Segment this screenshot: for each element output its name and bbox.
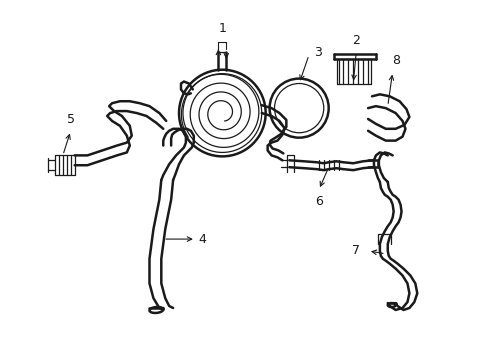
Text: 3: 3 bbox=[313, 45, 321, 59]
Text: 1: 1 bbox=[218, 22, 226, 35]
Text: 7: 7 bbox=[351, 244, 360, 257]
Text: 4: 4 bbox=[198, 233, 206, 246]
Text: 8: 8 bbox=[391, 54, 399, 67]
Text: 5: 5 bbox=[66, 113, 75, 126]
Text: 2: 2 bbox=[351, 34, 360, 47]
Text: 6: 6 bbox=[314, 195, 322, 208]
